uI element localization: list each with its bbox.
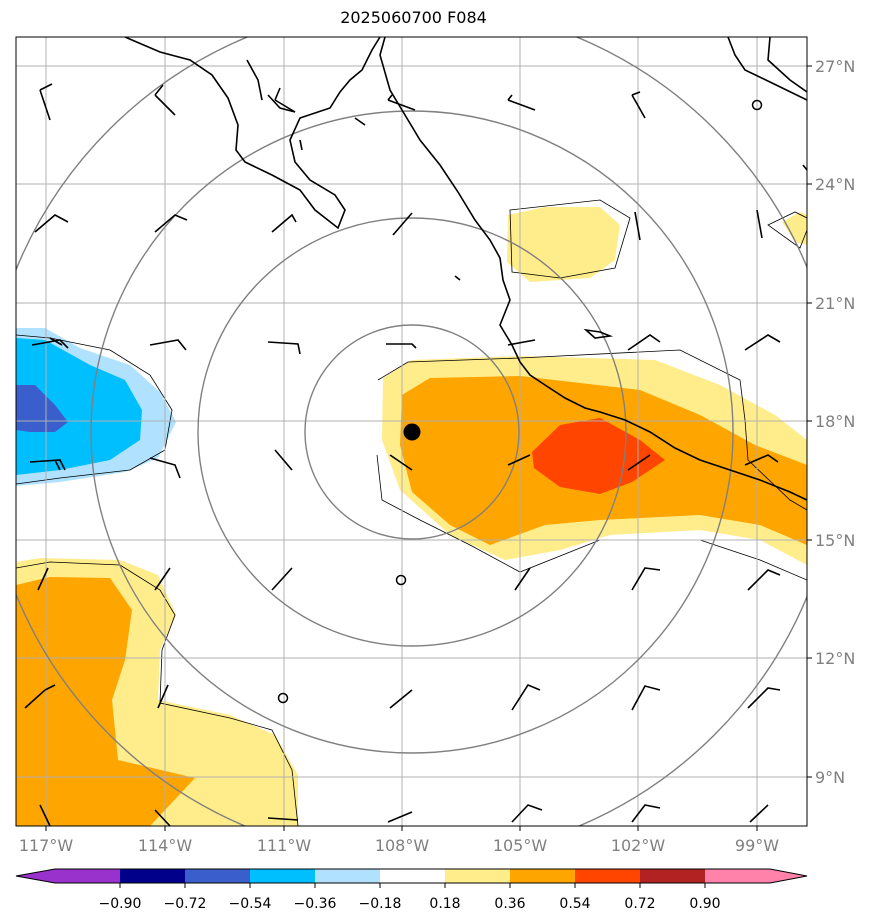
lon-label: 111°W [257,836,312,855]
colorbar-segment [250,869,315,883]
colorbar-tick-label: −0.36 [294,896,337,912]
colorbar-tick-label: 0.54 [559,896,590,912]
fill-sw-orange [16,577,195,826]
colorbar-segment [55,869,120,883]
lon-ticks [45,826,758,831]
lon-label: 99°W [735,836,779,855]
lat-label: 21°N [815,294,855,313]
lat-ticks [807,65,812,778]
lat-label: 9°N [815,768,845,787]
lat-label: 12°N [815,649,855,668]
colorbar-segment [120,869,185,883]
colorbar-tick-label: 0.90 [689,896,720,912]
gridlines [16,37,807,826]
colorbar-tick-label: −0.90 [99,896,142,912]
distance-rings [16,37,807,826]
lat-label: 24°N [815,175,855,194]
ring-2 [197,217,627,647]
coastlines [124,37,807,501]
fill-ne-edge [782,212,807,245]
fill-w-blue [16,338,142,475]
lon-label: 105°W [493,836,548,855]
colorbar-outline [15,868,808,884]
lat-label: 27°N [815,57,855,76]
calm-circle [277,692,289,704]
colorbar-segment [705,869,770,883]
fill-w-darkblue [16,385,68,432]
map-title: 2025060700 F084 [340,8,487,27]
wind-barbs [24,83,781,827]
lat-label: 18°N [815,412,855,431]
colorbar-segment [315,869,380,883]
colorbar-segment [185,869,250,883]
ring-3 [90,110,734,754]
calm-circle [751,99,763,111]
lon-label: 117°W [19,836,74,855]
fill-ne-light [507,207,620,282]
ring-1 [304,324,520,540]
lat-label: 15°N [815,531,855,550]
colorbar: −0.90 −0.72 −0.54 −0.36 −0.18 0.18 0.36 … [15,868,808,912]
colorbar-segment [575,869,640,883]
storm-center-marker [403,423,421,441]
fill-central-red [532,418,665,494]
colorbar-tick-label: −0.54 [229,896,272,912]
colorbar-segment [640,869,705,883]
colorbar-tick-label: 0.36 [494,896,525,912]
lon-label: 114°W [138,836,193,855]
calm-circle [395,574,407,586]
shaded-field [16,207,807,826]
colorbar-tick-label: 0.18 [429,896,460,912]
colorbar-extend-low [16,869,55,883]
colorbar-segment [380,869,445,883]
colorbar-segment [510,869,575,883]
map-frame [15,36,808,827]
colorbar-extend-high [770,869,807,883]
colorbar-segment [445,869,510,883]
colorbar-tick-label: −0.72 [164,896,207,912]
lon-label: 102°W [611,836,666,855]
colorbar-tick-label: −0.18 [359,896,402,912]
lon-label: 108°W [375,836,430,855]
calm-markers [277,99,763,704]
colorbar-tick-label: 0.72 [624,896,655,912]
